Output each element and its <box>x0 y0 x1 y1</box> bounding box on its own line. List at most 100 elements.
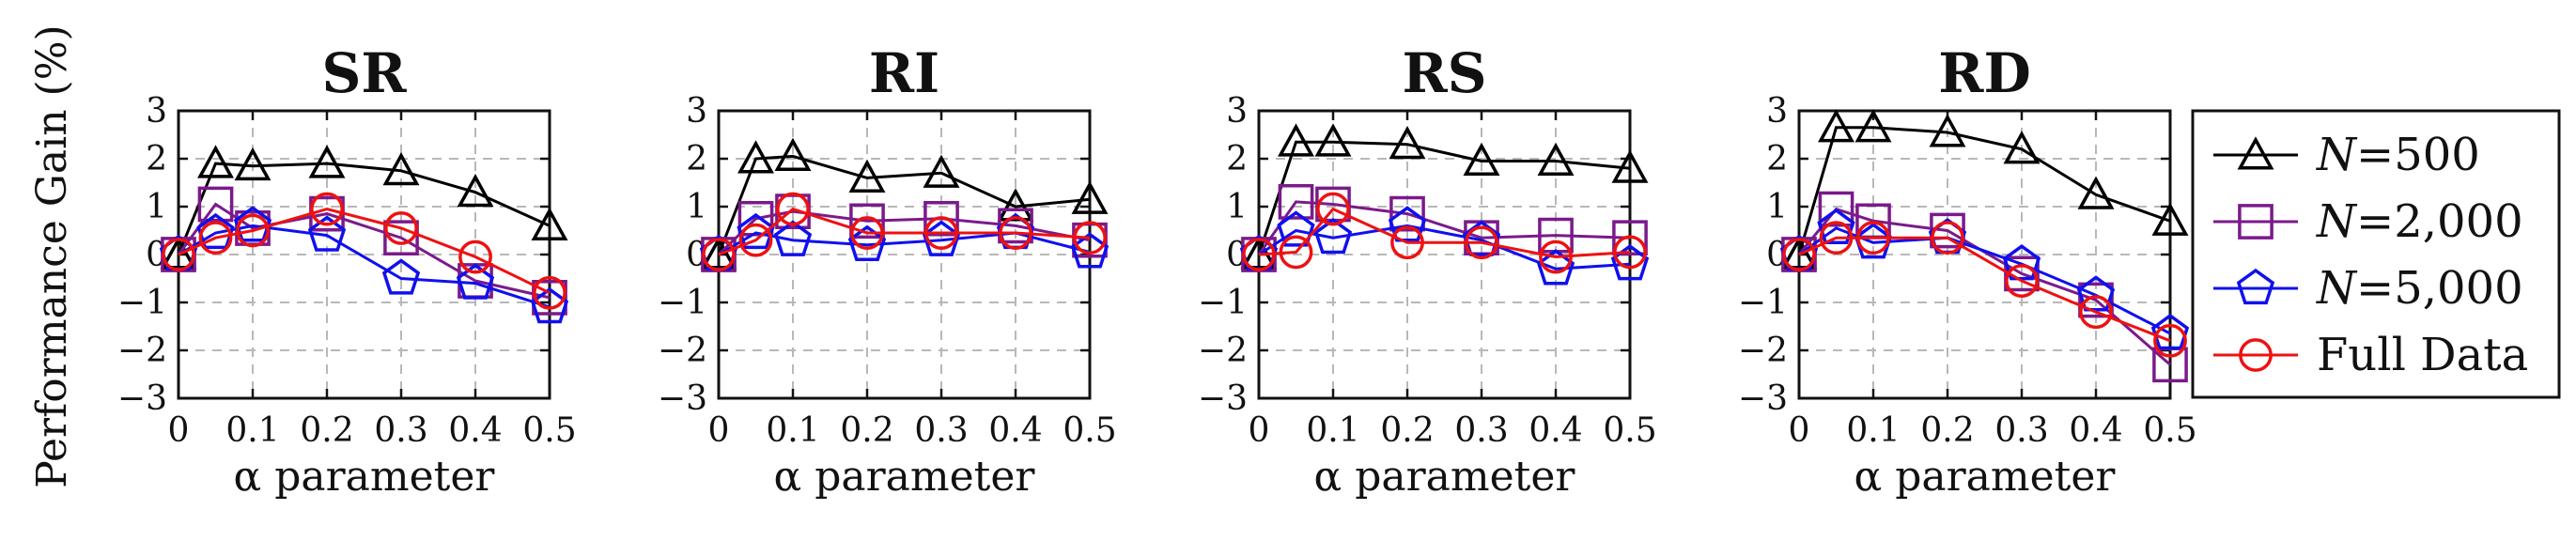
y-tick-label: 1 <box>686 188 707 226</box>
data-point <box>1316 192 1350 226</box>
legend-label: Full Data <box>2317 329 2528 381</box>
x-tick-label: 0.1 <box>766 411 819 450</box>
legend-marker <box>2238 204 2273 240</box>
x-tick-label: 0.3 <box>374 411 427 450</box>
x-tick-label: 0.1 <box>1846 411 1900 450</box>
series-full <box>162 192 566 310</box>
legend-entry-full: Full Data <box>2213 329 2528 381</box>
y-tick-label: 1 <box>1226 188 1248 226</box>
data-point <box>1279 235 1313 270</box>
data-point <box>1781 237 1817 272</box>
y-tick-label: 3 <box>1226 92 1248 131</box>
data-point <box>198 221 233 255</box>
x-tick-label: 0.4 <box>1529 411 1582 450</box>
data-point <box>850 216 884 250</box>
data-point <box>1462 220 1501 256</box>
y-tick-label: 3 <box>686 92 707 131</box>
data-point <box>774 137 812 171</box>
data-point <box>1856 221 1890 255</box>
data-point <box>2005 264 2039 298</box>
series-n2000 <box>1781 191 2188 383</box>
series-line <box>177 202 551 300</box>
panel-title: RI <box>869 41 939 105</box>
data-point <box>308 145 346 178</box>
data-point <box>161 237 196 272</box>
data-point <box>1314 123 1352 157</box>
data-point <box>1465 225 1498 260</box>
x-tick-label: 0.2 <box>1920 411 1974 450</box>
x-tick-label: 0.4 <box>988 411 1042 450</box>
y-tick-label: −3 <box>658 379 707 418</box>
y-tick-label: −1 <box>1738 284 1788 322</box>
data-point <box>999 216 1032 250</box>
data-point <box>1463 142 1500 177</box>
x-tick-label: 0.2 <box>1380 411 1434 450</box>
x-tick-label: 0.5 <box>1603 411 1656 450</box>
y-tick-label: −2 <box>117 332 167 370</box>
data-point <box>1854 109 1892 143</box>
data-point <box>1817 208 1855 245</box>
data-point <box>456 263 495 300</box>
data-point <box>1277 210 1315 247</box>
data-point <box>162 238 195 271</box>
data-point <box>2150 313 2190 350</box>
x-tick-label: 0.1 <box>225 411 279 450</box>
y-tick-label: −2 <box>658 332 707 370</box>
data-point <box>1613 235 1647 270</box>
x-tick-label: 0 <box>1789 411 1810 450</box>
y-axis-label: Performance Gain (%) <box>28 24 76 487</box>
legend-entry-n500: N=500 <box>2213 129 2480 181</box>
legend-label: N=500 <box>2316 129 2480 181</box>
series-line <box>1798 236 2171 343</box>
data-point <box>458 263 493 299</box>
y-tick-label: −1 <box>1198 284 1248 322</box>
data-point <box>737 140 774 174</box>
series-line <box>717 154 1091 255</box>
legend-marker <box>2236 268 2275 305</box>
data-point <box>1782 238 1816 271</box>
legend-entry-n2000: N=2,000 <box>2213 195 2523 248</box>
data-point <box>457 173 494 208</box>
legend: N=500 N=2,000 N=5,000 Full Data <box>2191 109 2561 399</box>
series-n2000 <box>1241 184 1648 272</box>
data-point <box>1388 206 1427 242</box>
series-line <box>1257 200 1631 255</box>
series-line <box>717 209 1091 256</box>
y-tick-label: 3 <box>1766 92 1788 131</box>
data-point <box>2077 176 2115 209</box>
data-point <box>1313 218 1353 255</box>
panel-title: RD <box>1938 41 2031 105</box>
y-tick-label: 2 <box>146 140 167 178</box>
data-point <box>1539 240 1573 274</box>
data-point <box>1241 237 1277 272</box>
data-point <box>1611 149 1649 183</box>
y-tick-label: −2 <box>1738 332 1788 370</box>
y-tick-label: 2 <box>1766 140 1788 178</box>
series-line <box>718 207 1091 256</box>
x-tick-label: 0.5 <box>2143 411 2196 450</box>
x-tick-label: 0.3 <box>914 411 968 450</box>
data-point <box>1242 238 1276 271</box>
x-tick-label: 0.3 <box>1454 411 1508 450</box>
legend-marker <box>2237 136 2274 170</box>
data-point <box>1537 142 1575 177</box>
data-point <box>310 192 344 226</box>
x-axis-label: α parameter <box>774 453 1036 501</box>
data-point <box>307 215 347 252</box>
data-point <box>2003 131 2041 164</box>
data-point <box>383 220 419 256</box>
data-point <box>1278 184 1314 220</box>
data-point <box>381 258 421 295</box>
data-point <box>997 188 1034 222</box>
series-group <box>1779 109 2190 383</box>
data-point <box>1278 123 1314 157</box>
series-line <box>178 208 551 295</box>
series-line <box>177 162 551 255</box>
data-point <box>738 223 773 257</box>
data-point <box>1818 109 1854 143</box>
legend-label: N=2,000 <box>2316 195 2523 248</box>
data-point <box>848 159 886 193</box>
y-tick-label: 2 <box>686 140 707 178</box>
